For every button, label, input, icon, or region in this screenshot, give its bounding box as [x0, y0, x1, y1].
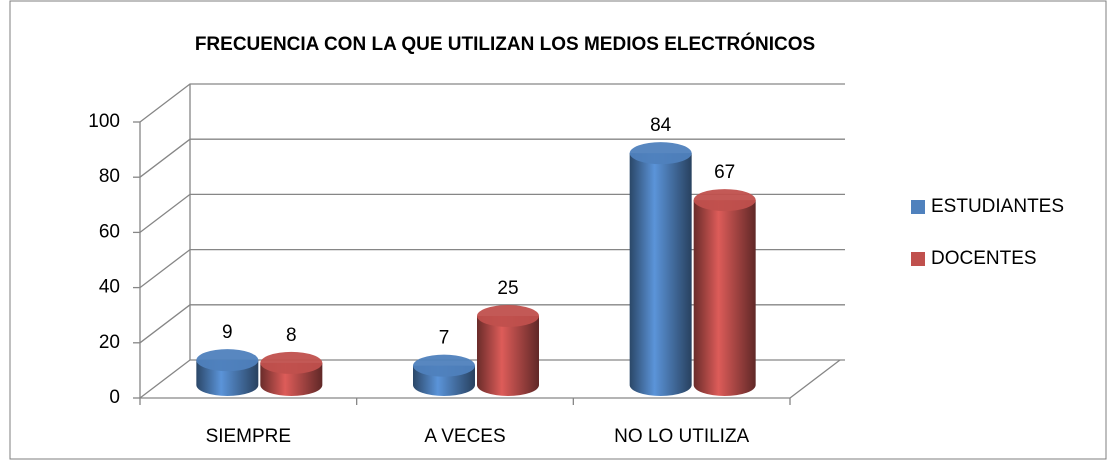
grid-line: [139, 304, 845, 344]
bar-top: [260, 351, 323, 374]
y-tick-label: 0: [109, 387, 120, 408]
legend-label: ESTUDIANTES: [931, 196, 1064, 217]
legend-label: DOCENTES: [931, 248, 1037, 269]
data-label: 9: [222, 322, 233, 343]
bar-top: [413, 354, 475, 377]
bar-top: [629, 142, 692, 165]
data-label: 84: [650, 115, 672, 136]
bar: [477, 316, 539, 396]
legend-swatch: [911, 252, 925, 266]
bar-top: [693, 189, 756, 212]
y-tick-label: 20: [99, 332, 120, 353]
data-label: 67: [714, 162, 735, 183]
grid-line: [139, 359, 845, 399]
bar: [693, 200, 756, 396]
x-tick-label: A VECES: [424, 426, 505, 447]
data-label: 25: [497, 278, 518, 299]
chart-border: [9, 0, 1107, 460]
bar: [629, 153, 692, 396]
data-label: 8: [286, 325, 297, 346]
x-tick-label: NO LO UTILIZA: [614, 426, 749, 447]
x-tick-label: SIEMPRE: [206, 426, 292, 447]
grid-line: [139, 83, 845, 123]
bar-top: [477, 305, 539, 327]
legend-swatch: [911, 200, 925, 214]
y-tick-label: 80: [99, 166, 120, 187]
grid-line: [139, 248, 845, 289]
data-label: 7: [439, 328, 450, 349]
y-tick-label: 40: [99, 277, 120, 298]
bar-top: [196, 349, 259, 372]
y-tick-label: 100: [88, 111, 120, 132]
chart-title: FRECUENCIA CON LA QUE UTILIZAN LOS MEDIO…: [195, 33, 815, 55]
left-wall: [139, 84, 191, 398]
grid-line: [139, 193, 845, 233]
grid-line: [139, 138, 845, 178]
y-tick-label: 60: [99, 221, 120, 242]
